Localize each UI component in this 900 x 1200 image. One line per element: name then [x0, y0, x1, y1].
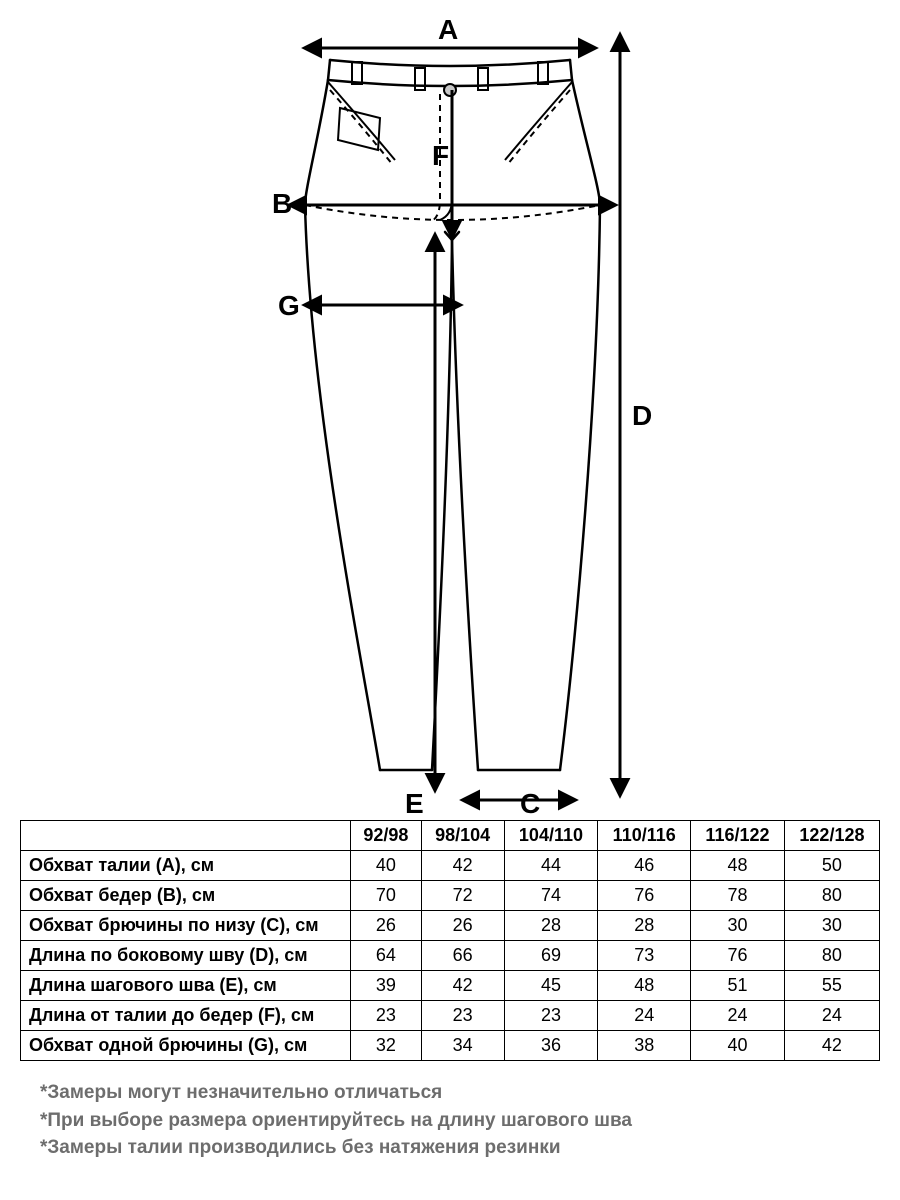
- cell: 34: [421, 1031, 504, 1061]
- table-row: Обхват одной брючины (G), см323436384042: [21, 1031, 880, 1061]
- row-label: Обхват брючины по низу (C), см: [21, 911, 351, 941]
- cell: 36: [504, 1031, 598, 1061]
- col-0: 92/98: [351, 821, 422, 851]
- col-5: 122/128: [784, 821, 879, 851]
- cell: 28: [504, 911, 598, 941]
- label-A: A: [438, 14, 458, 46]
- cell: 24: [691, 1001, 785, 1031]
- cell: 80: [784, 941, 879, 971]
- col-2: 104/110: [504, 821, 598, 851]
- cell: 55: [784, 971, 879, 1001]
- cell: 70: [351, 881, 422, 911]
- cell: 42: [421, 851, 504, 881]
- row-label: Длина от талии до бедер (F), см: [21, 1001, 351, 1031]
- cell: 74: [504, 881, 598, 911]
- col-1: 98/104: [421, 821, 504, 851]
- cell: 26: [421, 911, 504, 941]
- cell: 44: [504, 851, 598, 881]
- cell: 78: [691, 881, 785, 911]
- pants-svg: [0, 0, 900, 820]
- footnotes: *Замеры могут незначительно отличаться *…: [40, 1079, 860, 1162]
- size-table-container: 92/98 98/104 104/110 110/116 116/122 122…: [20, 820, 880, 1061]
- cell: 69: [504, 941, 598, 971]
- note-line: *Замеры талии производились без натяжени…: [40, 1134, 860, 1162]
- row-label: Длина по боковому шву (D), см: [21, 941, 351, 971]
- row-label: Обхват одной брючины (G), см: [21, 1031, 351, 1061]
- table-row: Длина по боковому шву (D), см64666973768…: [21, 941, 880, 971]
- row-label: Обхват бедер (B), см: [21, 881, 351, 911]
- table-header-row: 92/98 98/104 104/110 110/116 116/122 122…: [21, 821, 880, 851]
- cell: 23: [421, 1001, 504, 1031]
- cell: 28: [598, 911, 691, 941]
- cell: 46: [598, 851, 691, 881]
- table-row: Обхват брючины по низу (C), см2626282830…: [21, 911, 880, 941]
- cell: 42: [421, 971, 504, 1001]
- cell: 26: [351, 911, 422, 941]
- size-table: 92/98 98/104 104/110 110/116 116/122 122…: [20, 820, 880, 1061]
- header-blank: [21, 821, 351, 851]
- cell: 80: [784, 881, 879, 911]
- cell: 38: [598, 1031, 691, 1061]
- cell: 45: [504, 971, 598, 1001]
- cell: 48: [691, 851, 785, 881]
- cell: 76: [691, 941, 785, 971]
- cell: 73: [598, 941, 691, 971]
- cell: 50: [784, 851, 879, 881]
- label-G: G: [278, 290, 300, 322]
- note-line: *Замеры могут незначительно отличаться: [40, 1079, 860, 1107]
- table-row: Обхват бедер (B), см707274767880: [21, 881, 880, 911]
- col-4: 116/122: [691, 821, 785, 851]
- cell: 48: [598, 971, 691, 1001]
- cell: 51: [691, 971, 785, 1001]
- cell: 32: [351, 1031, 422, 1061]
- cell: 30: [691, 911, 785, 941]
- table-row: Длина шагового шва (E), см394245485155: [21, 971, 880, 1001]
- cell: 23: [351, 1001, 422, 1031]
- cell: 24: [598, 1001, 691, 1031]
- table-row: Обхват талии (A), см404244464850: [21, 851, 880, 881]
- row-label: Длина шагового шва (E), см: [21, 971, 351, 1001]
- size-table-body: Обхват талии (A), см404244464850Обхват б…: [21, 851, 880, 1061]
- cell: 40: [351, 851, 422, 881]
- label-E: E: [405, 788, 424, 820]
- label-B: B: [272, 188, 292, 220]
- cell: 66: [421, 941, 504, 971]
- label-C: C: [520, 788, 540, 820]
- label-D: D: [632, 400, 652, 432]
- cell: 24: [784, 1001, 879, 1031]
- row-label: Обхват талии (A), см: [21, 851, 351, 881]
- label-F: F: [432, 140, 449, 172]
- cell: 23: [504, 1001, 598, 1031]
- pants-measurement-diagram: A B C D E F G: [0, 0, 900, 820]
- table-row: Длина от талии до бедер (F), см232323242…: [21, 1001, 880, 1031]
- col-3: 110/116: [598, 821, 691, 851]
- note-line: *При выборе размера ориентируйтесь на дл…: [40, 1107, 860, 1135]
- cell: 39: [351, 971, 422, 1001]
- cell: 72: [421, 881, 504, 911]
- cell: 76: [598, 881, 691, 911]
- cell: 30: [784, 911, 879, 941]
- cell: 42: [784, 1031, 879, 1061]
- cell: 40: [691, 1031, 785, 1061]
- cell: 64: [351, 941, 422, 971]
